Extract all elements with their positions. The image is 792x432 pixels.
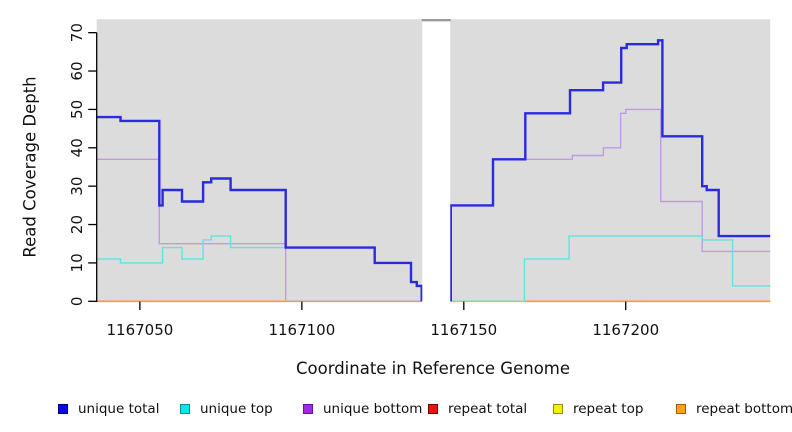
legend-item-unique-total: unique total (58, 401, 159, 417)
y-tick-label: 20 (68, 215, 86, 234)
y-tick-label: 60 (68, 61, 86, 80)
legend-label: unique top (200, 401, 273, 417)
legend-swatch-icon (428, 404, 438, 414)
no-data-gap (421, 19, 451, 303)
x-tick-label: 1167200 (592, 321, 659, 339)
x-axis-title: Coordinate in Reference Genome (295, 359, 571, 378)
y-axis-title: Read Coverage Depth (20, 76, 40, 258)
legend-item-repeat-top: repeat top (553, 401, 643, 417)
series-lines (96, 39, 771, 303)
axes: 0 10 20 30 40 50 60 70 1167050 1167100 1167150 1167… (68, 23, 659, 339)
x-tick-label: 1167150 (430, 321, 497, 339)
legend-swatch-icon (553, 404, 563, 414)
legend-label: repeat top (573, 401, 644, 417)
y-tick-label: 40 (68, 138, 86, 157)
legend-swatch-icon (676, 404, 686, 414)
legend-item-unique-bottom: unique bottom (303, 401, 422, 417)
legend-label: repeat total (448, 401, 528, 417)
legend-swatch-icon (303, 404, 313, 414)
x-tick-label: 1167100 (268, 321, 335, 339)
y-tick-label: 70 (68, 23, 86, 42)
legend-label: repeat bottom (696, 401, 792, 417)
gap-cap (421, 19, 451, 22)
legend-label: unique total (78, 401, 160, 417)
legend-item-unique-top: unique top (180, 401, 273, 417)
y-tick-label: 10 (68, 253, 86, 272)
legend-label: unique bottom (323, 401, 423, 417)
series-line-unique_total (96, 39, 771, 302)
legend-item-repeat-bottom: repeat bottom (676, 401, 792, 417)
y-tick-label: 0 (68, 297, 86, 307)
legend-swatch-icon (58, 404, 68, 414)
legend-item-repeat-total: repeat total (428, 401, 527, 417)
y-tick-label: 30 (68, 177, 86, 196)
gap-rect (422, 21, 451, 303)
x-tick-label: 1167050 (106, 321, 173, 339)
y-tick-label: 50 (68, 100, 86, 119)
legend-swatch-icon (180, 404, 190, 414)
